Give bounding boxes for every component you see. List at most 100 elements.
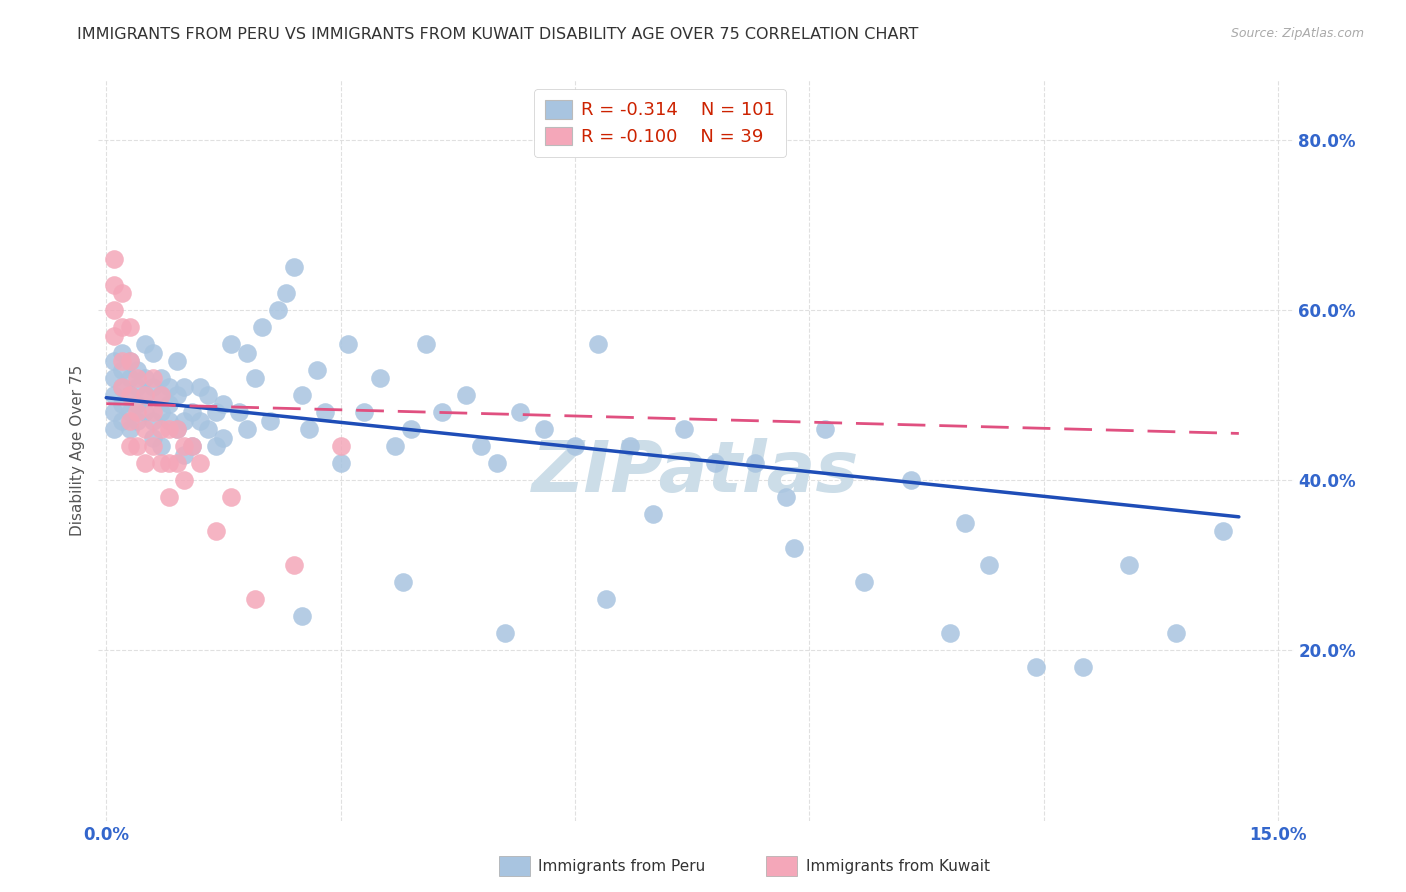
Point [228,405,250,419]
Point [149,371,172,385]
Point [283,558,305,573]
Point [118,405,141,419]
Point [399,422,422,436]
Point [212,431,235,445]
Point [103,328,125,343]
Point [188,379,211,393]
Point [430,405,453,419]
Point [392,575,415,590]
Point [454,388,477,402]
Point [157,422,180,436]
Point [149,456,172,470]
Point [243,371,266,385]
Point [103,422,125,436]
Point [852,575,875,590]
Point [118,414,141,428]
Point [173,414,195,428]
Point [103,388,125,402]
Point [236,345,259,359]
Point [337,337,360,351]
Point [103,303,125,318]
Point [157,397,180,411]
Point [157,490,180,504]
Point [111,379,134,393]
Point [103,405,125,419]
Point [173,448,195,462]
Point [111,379,134,393]
Point [118,422,141,436]
Text: IMMIGRANTS FROM PERU VS IMMIGRANTS FROM KUWAIT DISABILITY AGE OVER 75 CORRELATIO: IMMIGRANTS FROM PERU VS IMMIGRANTS FROM … [77,27,918,42]
Point [134,371,156,385]
Point [977,558,1000,573]
Point [1212,524,1234,539]
Point [619,439,641,453]
Point [939,626,962,640]
Point [134,337,156,351]
Point [259,414,281,428]
Point [173,439,195,453]
Point [290,388,312,402]
Point [775,490,797,504]
Point [353,405,375,419]
Point [290,609,312,624]
Point [166,422,188,436]
Point [267,303,290,318]
Point [142,371,165,385]
Point [415,337,437,351]
Point [212,397,235,411]
Point [188,456,211,470]
Point [283,260,305,275]
Point [564,439,586,453]
Point [142,405,165,419]
Point [595,592,617,607]
Point [111,345,134,359]
Point [142,345,165,359]
Point [166,422,188,436]
Point [673,422,696,436]
Text: Immigrants from Peru: Immigrants from Peru [538,859,706,873]
Point [111,362,134,376]
Point [329,456,352,470]
Point [166,456,188,470]
Point [127,405,149,419]
Point [111,354,134,368]
Legend: R = -0.314    N = 101, R = -0.100    N = 39: R = -0.314 N = 101, R = -0.100 N = 39 [534,89,786,157]
Point [384,439,406,453]
Point [134,456,156,470]
Point [814,422,837,436]
Point [134,388,156,402]
Point [111,320,134,334]
Point [485,456,508,470]
Point [1118,558,1140,573]
Point [274,286,297,301]
Point [103,277,125,292]
Point [470,439,492,453]
Point [509,405,531,419]
Point [1071,660,1094,674]
Point [149,388,172,402]
Point [181,439,204,453]
Point [118,439,141,453]
Point [641,508,664,522]
Point [149,439,172,453]
Point [173,379,195,393]
Point [103,371,125,385]
Point [134,422,156,436]
Text: Source: ZipAtlas.com: Source: ZipAtlas.com [1230,27,1364,40]
Point [118,320,141,334]
Point [149,405,172,419]
Point [118,354,141,368]
Point [127,371,149,385]
Point [142,414,165,428]
Point [314,405,336,419]
Text: ZIPatlas: ZIPatlas [533,438,859,508]
Point [329,439,352,453]
Point [118,388,141,402]
Point [118,354,141,368]
Point [704,456,727,470]
Point [127,362,149,376]
Point [1025,660,1047,674]
Point [204,405,226,419]
Point [157,379,180,393]
Point [111,286,134,301]
